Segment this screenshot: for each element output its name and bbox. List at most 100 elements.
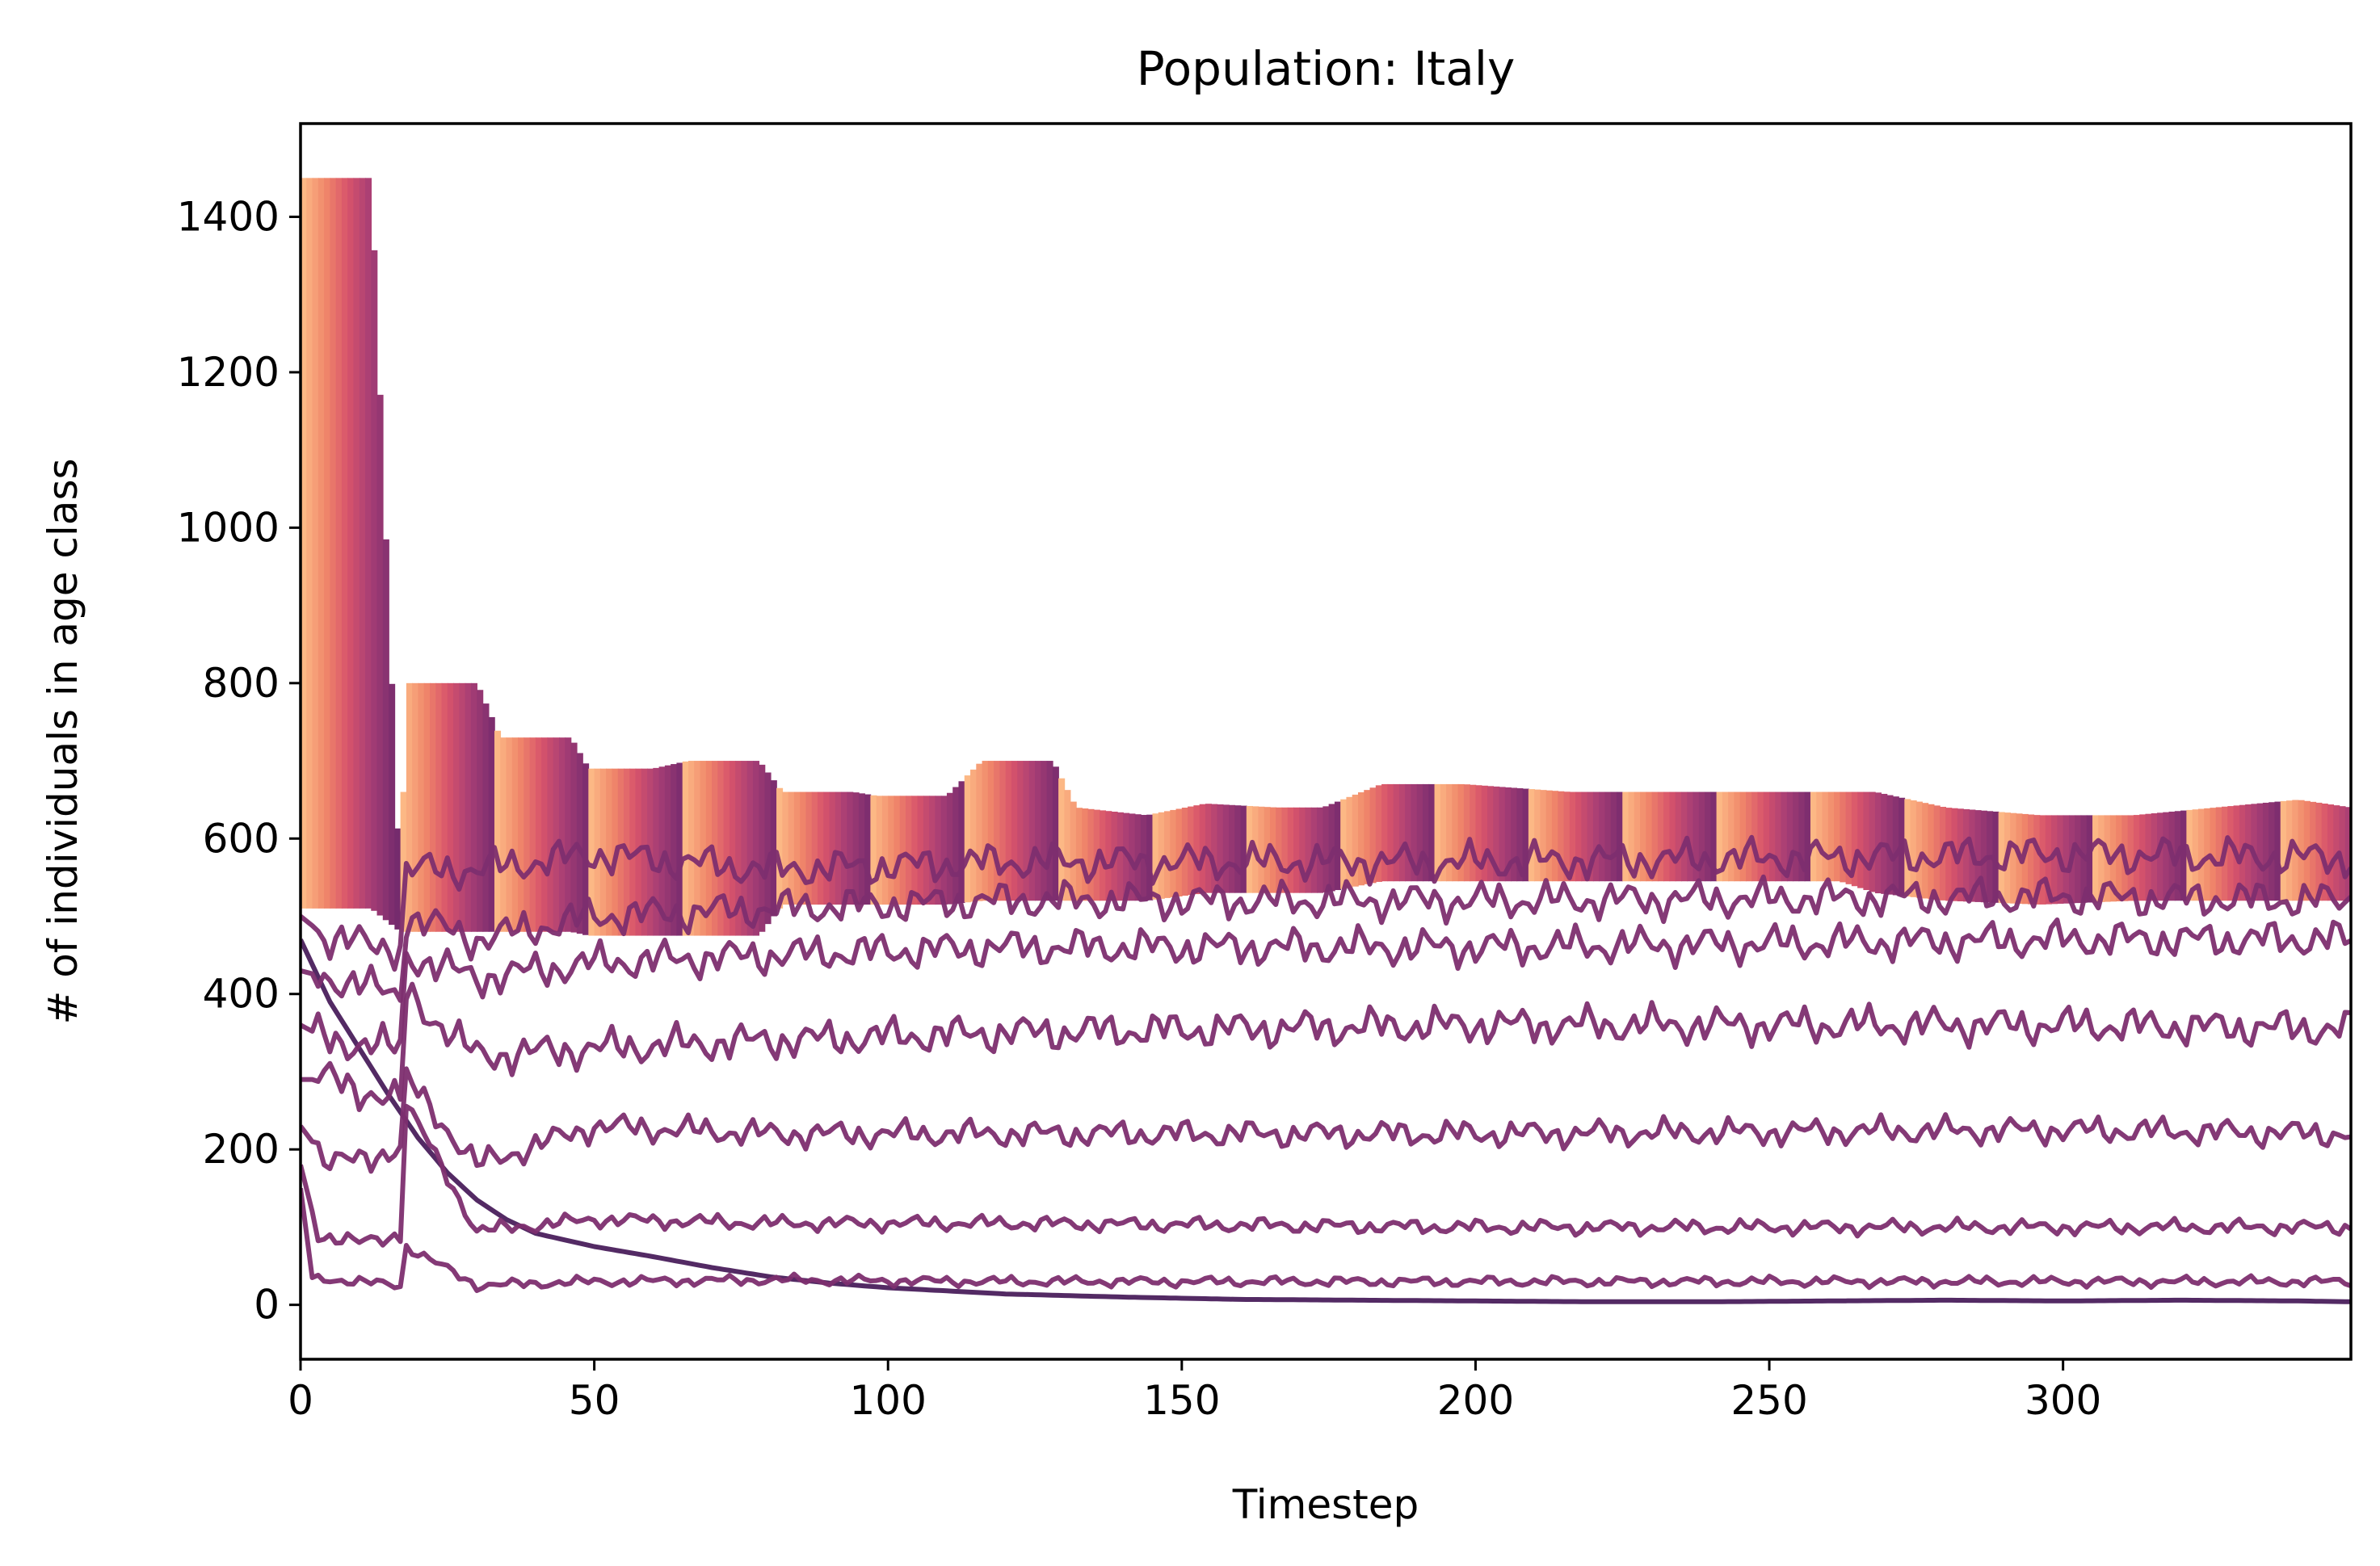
band-segment [1234, 805, 1242, 893]
band-segment [1005, 761, 1012, 901]
x-tick-label: 250 [1730, 1377, 1807, 1424]
band-segment [1528, 789, 1535, 882]
band-segment [389, 683, 396, 926]
band-segment [2197, 808, 2205, 901]
band-segment [371, 250, 378, 911]
band-segment [1599, 791, 1606, 882]
band-segment [835, 791, 842, 905]
x-tick-label: 300 [2025, 1377, 2101, 1424]
band-segment [576, 753, 583, 934]
band-segment [511, 737, 519, 932]
band-segment [2116, 815, 2123, 902]
band-segment [929, 796, 936, 905]
y-axis: 0 200 400 600 800 1000 1200 1400 [177, 193, 301, 1329]
band-segment [964, 775, 971, 903]
band-segment [1886, 795, 1894, 895]
band-segment [1522, 788, 1529, 882]
band-segment [2280, 800, 2287, 901]
band-segment [1211, 804, 1218, 893]
band-segment [1622, 791, 1629, 882]
band-segment [958, 781, 965, 904]
band-segment [1293, 807, 1301, 893]
band-segment [1816, 791, 1823, 882]
band-segment [529, 737, 536, 932]
band-segment [353, 178, 360, 909]
band-segment [376, 394, 384, 916]
band-segment [1874, 792, 1882, 894]
band-segment [2075, 815, 2082, 904]
band-segment [1422, 783, 1430, 882]
y-tick-label: 400 [203, 971, 280, 1018]
band-segment [570, 742, 578, 933]
band-segment [1745, 791, 1753, 882]
band-segment [2157, 812, 2164, 901]
band-segment [829, 791, 836, 905]
band-segment [735, 761, 742, 936]
band-segment [1705, 791, 1712, 882]
band-segment [1845, 791, 1852, 884]
band-segment [1470, 784, 1477, 882]
band-segment [876, 796, 883, 905]
band-segment [1299, 807, 1306, 893]
band-segment [1082, 808, 1089, 901]
y-tick-label: 1200 [177, 349, 280, 396]
x-tick-label: 0 [288, 1377, 313, 1424]
band-segment [1364, 790, 1371, 884]
band-segment [1193, 805, 1201, 895]
band-segment [1798, 791, 1806, 882]
band-segment [1493, 786, 1500, 882]
band-segment [1558, 791, 1565, 882]
band-segment [2010, 812, 2017, 904]
band-segment [553, 737, 560, 932]
band-segment [1105, 811, 1112, 901]
band-segment [752, 761, 760, 936]
band-segment [565, 737, 572, 932]
band-segment [1604, 791, 1612, 882]
band-segment [477, 690, 484, 932]
band-segment [1428, 783, 1436, 882]
band-segment [1229, 804, 1236, 893]
band-segment [418, 682, 425, 932]
band-segment [2215, 807, 2222, 901]
band-segment [1692, 791, 1700, 882]
band-segment [2028, 814, 2035, 905]
band-segment [312, 178, 319, 909]
band-segment [429, 682, 437, 932]
band-segment [2192, 809, 2199, 901]
band-segment [588, 768, 595, 936]
series-line [301, 1187, 2351, 1293]
band-segment [1258, 806, 1265, 893]
band-segment [1628, 791, 1635, 882]
band-segment [447, 682, 454, 932]
band-segment [658, 766, 666, 936]
band-segment [1716, 791, 1723, 882]
band-segment [1070, 801, 1077, 901]
band-segment [759, 764, 766, 932]
y-tick-label: 1400 [177, 193, 280, 240]
band-segment [694, 761, 701, 936]
band-segment [382, 539, 389, 921]
band-segment [1928, 804, 1935, 900]
band-segment [676, 762, 683, 936]
band-segment [1346, 796, 1353, 888]
band-segment [682, 761, 689, 936]
band-segment [1398, 783, 1406, 882]
band-segment [1775, 791, 1782, 882]
band-segment [1064, 790, 1071, 901]
band-segment [800, 791, 807, 905]
band-segment [1028, 761, 1036, 901]
band-segment [2204, 808, 2211, 901]
band-segment [1381, 783, 1389, 882]
series-line [301, 874, 2351, 1003]
band-segment [1698, 791, 1705, 882]
band-segment [1305, 807, 1312, 893]
band-segment [524, 737, 531, 932]
band-segment [1551, 791, 1559, 882]
band-segment [2298, 800, 2305, 901]
band-segment [1587, 791, 1594, 882]
band-segment [888, 796, 895, 905]
band-segment [952, 787, 960, 904]
band-segment [1475, 785, 1482, 882]
band-segment [488, 716, 495, 932]
band-segment [1781, 791, 1788, 882]
